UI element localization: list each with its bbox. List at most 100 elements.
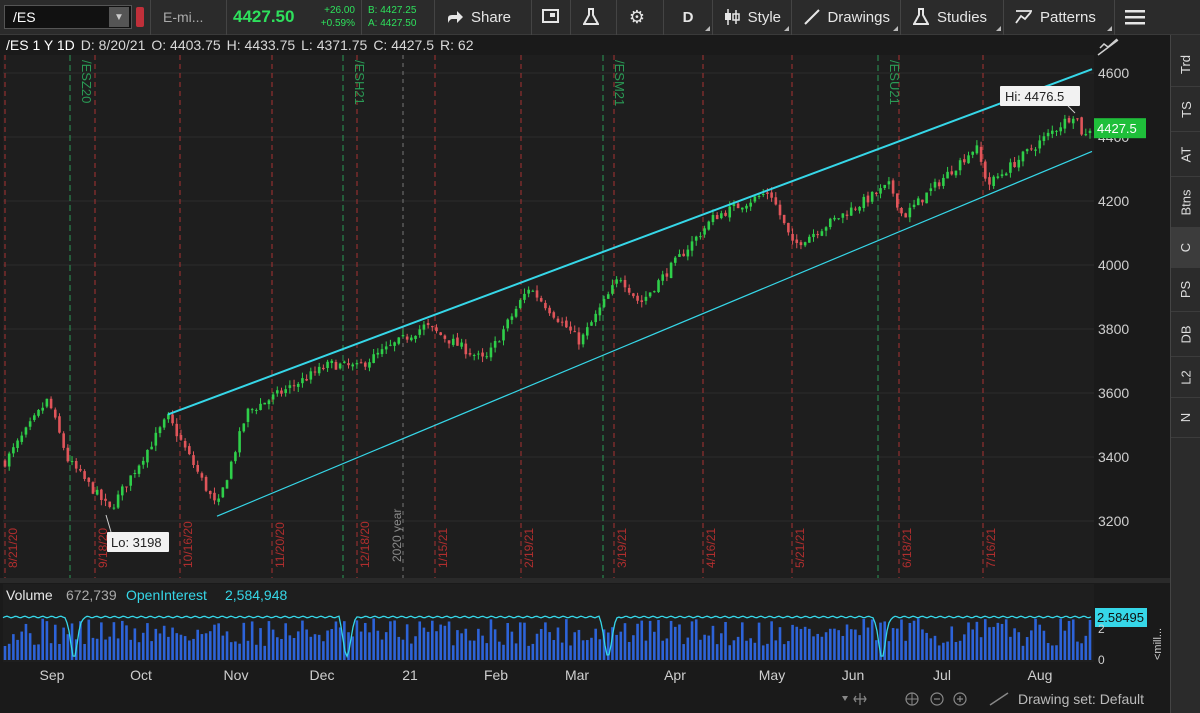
right-tab-btns[interactable]: Btns bbox=[1171, 178, 1200, 228]
right-tab-label: AT bbox=[1178, 146, 1194, 163]
candle-body bbox=[770, 192, 773, 198]
studies-button[interactable]: Studies bbox=[901, 0, 1003, 35]
candle-body bbox=[506, 319, 510, 329]
volume-bar bbox=[690, 621, 694, 660]
candle-body bbox=[410, 337, 413, 341]
link-color-icon[interactable] bbox=[136, 7, 144, 27]
volume-bar bbox=[669, 620, 673, 660]
candle-body bbox=[1080, 117, 1083, 135]
candle-body bbox=[916, 198, 920, 206]
time-axis-label: Aug bbox=[1028, 667, 1053, 683]
right-tab-ts[interactable]: TS bbox=[1171, 88, 1200, 132]
candle-body bbox=[20, 435, 24, 442]
volume-bar bbox=[359, 631, 363, 660]
open-interest-tag bbox=[1095, 608, 1147, 627]
chart-area[interactable]: 320034003600380040004200440046008/21/209… bbox=[0, 35, 1170, 713]
candle-body bbox=[384, 346, 388, 350]
volume-bar bbox=[162, 625, 166, 660]
candle-body bbox=[820, 231, 824, 236]
volume-bar bbox=[70, 623, 74, 660]
volume-bar bbox=[803, 626, 807, 660]
style-button[interactable]: Style bbox=[713, 0, 791, 35]
menu-button[interactable] bbox=[1115, 0, 1163, 35]
candle-body bbox=[686, 249, 690, 257]
patterns-button[interactable]: Patterns bbox=[1004, 0, 1114, 35]
contract-marker-label: /ESH21 bbox=[352, 60, 367, 105]
pencil-line-icon bbox=[802, 7, 821, 27]
volume-bar bbox=[87, 619, 91, 660]
right-tab-trd[interactable]: Trd bbox=[1171, 43, 1200, 87]
candle-body bbox=[3, 460, 7, 467]
candle-body bbox=[963, 159, 966, 163]
channel-lower-line bbox=[216, 150, 1093, 517]
right-tab-c[interactable]: C bbox=[1171, 228, 1200, 268]
candle-body bbox=[7, 453, 11, 467]
candle-body bbox=[33, 415, 36, 420]
volume-bar bbox=[477, 628, 480, 660]
right-tab-ps[interactable]: PS bbox=[1171, 268, 1200, 312]
candle-body bbox=[539, 298, 543, 302]
candle-body bbox=[234, 452, 237, 462]
volume-bar bbox=[200, 634, 204, 660]
candle-body bbox=[204, 476, 208, 491]
candle-body bbox=[493, 341, 497, 348]
price-tick-label: 4600 bbox=[1098, 65, 1129, 81]
candle-body bbox=[611, 285, 614, 294]
volume-bar bbox=[183, 636, 187, 660]
candle-body bbox=[334, 361, 338, 370]
bar-open: O: 4403.75 bbox=[151, 37, 221, 53]
candle-body bbox=[590, 322, 593, 326]
flag-button[interactable] bbox=[532, 0, 570, 35]
volume-header-background bbox=[3, 585, 303, 604]
volume-bar bbox=[757, 622, 761, 660]
volume-bar bbox=[569, 645, 572, 660]
candle-body bbox=[418, 329, 422, 335]
drawings-button[interactable]: Drawings bbox=[792, 0, 900, 35]
candle-body bbox=[246, 408, 250, 422]
volume-bar bbox=[1038, 624, 1042, 660]
candle-body bbox=[451, 338, 455, 345]
candle-body bbox=[921, 199, 924, 203]
candle-body bbox=[330, 360, 334, 364]
volume-bar bbox=[1042, 630, 1046, 660]
volume-bar bbox=[795, 626, 799, 660]
style-label: Style bbox=[747, 8, 781, 26]
volume-bar bbox=[167, 636, 170, 660]
candle-body bbox=[883, 184, 887, 189]
right-tab-n[interactable]: N bbox=[1171, 398, 1200, 438]
candle-body bbox=[548, 307, 551, 314]
symbol-dropdown-icon[interactable]: ▼ bbox=[109, 7, 129, 27]
symbol-input[interactable]: /ES ▼ bbox=[4, 5, 132, 29]
candle-body bbox=[447, 340, 451, 344]
share-button[interactable]: Share bbox=[435, 0, 531, 35]
volume-bar bbox=[1071, 619, 1075, 660]
divider bbox=[900, 0, 901, 35]
volume-bar bbox=[904, 640, 907, 660]
candle-body bbox=[523, 293, 526, 300]
settings-button[interactable]: ⚙ bbox=[617, 0, 663, 35]
aggregation-button[interactable]: D bbox=[664, 0, 712, 35]
volume-bar bbox=[456, 630, 459, 660]
candle-body bbox=[565, 320, 568, 328]
volume-bar bbox=[95, 638, 99, 660]
volume-bar bbox=[422, 627, 426, 660]
candle-body bbox=[112, 507, 116, 509]
candle-body bbox=[1050, 130, 1054, 134]
divider bbox=[150, 0, 151, 35]
scroll-left-icon bbox=[842, 696, 848, 701]
volume-bar bbox=[489, 619, 493, 660]
candle-body bbox=[150, 446, 153, 450]
beaker-button[interactable] bbox=[571, 0, 616, 35]
volume-bar bbox=[389, 621, 392, 660]
drawing-line-icon bbox=[989, 692, 1009, 706]
right-tab-at[interactable]: AT bbox=[1171, 133, 1200, 177]
candle-body bbox=[414, 335, 417, 340]
candle-body bbox=[74, 461, 78, 469]
candle-body bbox=[527, 289, 530, 294]
right-tab-db[interactable]: DB bbox=[1171, 313, 1200, 357]
candle-body bbox=[761, 194, 765, 196]
volume-bar bbox=[112, 622, 116, 660]
time-axis-label: Jul bbox=[933, 667, 951, 683]
right-tab-l2[interactable]: L2 bbox=[1171, 358, 1200, 398]
price-chart[interactable]: 320034003600380040004200440046008/21/209… bbox=[0, 35, 1170, 713]
